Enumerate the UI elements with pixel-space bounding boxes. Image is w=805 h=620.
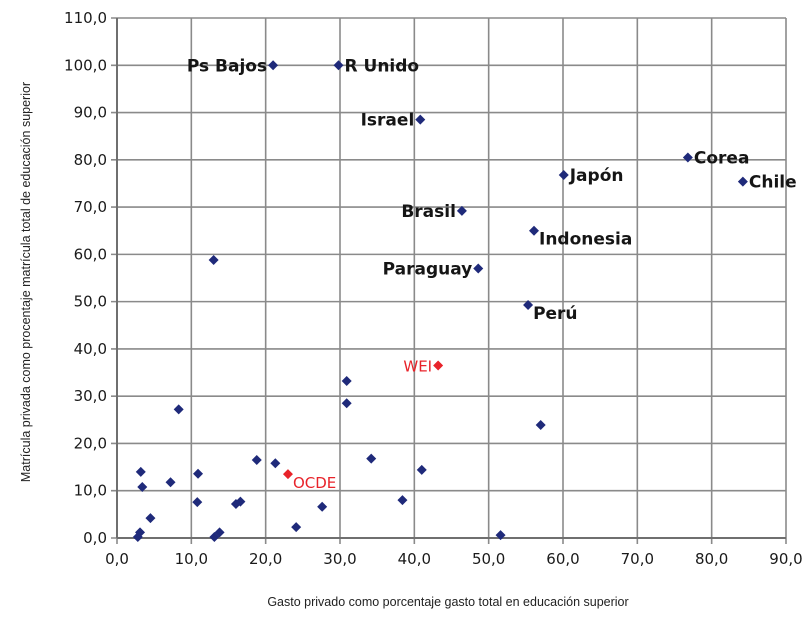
- point-label: Ps Bajos: [187, 56, 267, 76]
- point-label: Chile: [749, 173, 797, 193]
- x-axis-ticks: 0,0 10,0 20,0 30,0 40,0 50,0 60,0 70,0 80,0 90,0: [105, 550, 803, 568]
- y-tick-label: 100,0: [64, 56, 107, 74]
- data-point: [173, 404, 184, 415]
- data-point: [230, 498, 241, 509]
- point-labels: Ps Bajos R Unido Israel Corea Japón Chile Bras…: [187, 56, 797, 492]
- x-axis-title: Gasto privado como porcentaje gasto tota…: [267, 595, 628, 609]
- data-points: [132, 60, 748, 543]
- point-label: WEI: [403, 357, 432, 375]
- point-label: Japón: [569, 166, 624, 186]
- data-point: [135, 466, 146, 477]
- data-point-ps-bajos: [268, 60, 279, 71]
- data-point-paraguay: [473, 263, 484, 274]
- y-tick-label: 10,0: [74, 482, 107, 500]
- data-point: [366, 453, 377, 464]
- data-point: [416, 464, 427, 475]
- data-point: [341, 376, 352, 387]
- data-point: [165, 477, 176, 488]
- x-tick-label: 40,0: [398, 550, 431, 568]
- y-axis-ticks: 0,0 10,0 20,0 30,0 40,0 50,0 60,0 70,0 80,0 90,0 1…: [64, 9, 107, 547]
- y-tick-label: 30,0: [74, 387, 107, 405]
- point-label: OCDE: [293, 474, 336, 492]
- data-point: [317, 501, 328, 512]
- data-point: [145, 513, 156, 524]
- y-tick-label: 60,0: [74, 245, 107, 263]
- y-tick-label: 70,0: [74, 198, 107, 216]
- data-point: [270, 458, 281, 469]
- x-tick-label: 50,0: [472, 550, 505, 568]
- point-label: R Unido: [345, 56, 420, 76]
- data-point: [535, 420, 546, 431]
- x-tick-label: 90,0: [769, 550, 802, 568]
- x-tick-label: 10,0: [175, 550, 208, 568]
- data-point: [341, 398, 352, 409]
- y-tick-label: 80,0: [74, 151, 107, 169]
- x-tick-label: 30,0: [323, 550, 356, 568]
- y-tick-label: 110,0: [64, 9, 107, 27]
- x-tick-label: 0,0: [105, 550, 129, 568]
- data-point: [192, 497, 203, 508]
- data-point-japón: [558, 169, 569, 180]
- x-tick-label: 80,0: [695, 550, 728, 568]
- data-point: [291, 522, 302, 533]
- y-tick-label: 50,0: [74, 293, 107, 311]
- data-point-israel: [415, 114, 426, 125]
- data-point: [495, 530, 506, 541]
- grid-lines: [111, 17, 787, 544]
- data-point: [397, 495, 408, 506]
- point-label: Indonesia: [539, 230, 632, 250]
- data-point-indonesia: [529, 225, 540, 236]
- data-point: [251, 455, 262, 465]
- y-tick-label: 20,0: [74, 434, 107, 452]
- data-point-chile: [737, 176, 748, 187]
- y-tick-label: 90,0: [74, 104, 107, 122]
- data-point: [208, 255, 219, 266]
- data-point: [214, 527, 225, 538]
- data-point-ocde: [282, 469, 293, 480]
- y-axis-title: Matrícula privada como procentaje matríc…: [19, 82, 33, 482]
- data-point-wei: [433, 360, 444, 371]
- point-label: Corea: [694, 148, 750, 168]
- point-label: Brasil: [401, 202, 456, 222]
- y-tick-label: 40,0: [74, 340, 107, 358]
- data-point-r-unido: [333, 60, 344, 71]
- data-point: [193, 468, 204, 479]
- x-tick-label: 20,0: [249, 550, 282, 568]
- data-point: [137, 481, 148, 492]
- data-point-corea: [682, 152, 693, 163]
- data-point-brasil: [456, 205, 467, 216]
- data-point: [135, 527, 146, 538]
- x-tick-label: 60,0: [546, 550, 579, 568]
- point-label: Paraguay: [383, 260, 473, 280]
- data-point-perú: [523, 299, 534, 310]
- y-tick-label: 0,0: [83, 529, 107, 547]
- x-tick-label: 70,0: [621, 550, 654, 568]
- point-label: Israel: [361, 111, 415, 131]
- point-label: Perú: [533, 304, 577, 324]
